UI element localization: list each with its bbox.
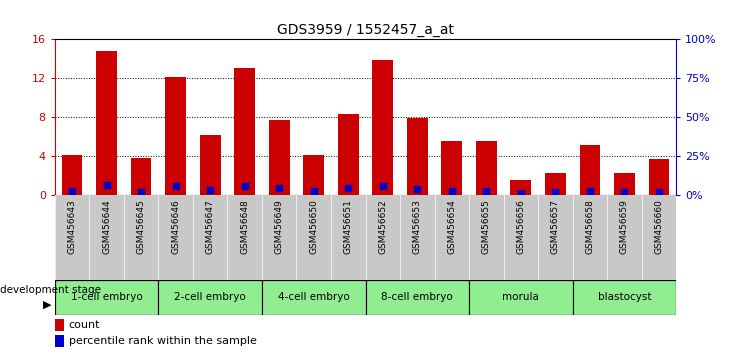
Bar [159, 280, 262, 315]
Text: GSM456658: GSM456658 [586, 199, 594, 254]
Point [515, 190, 526, 196]
Text: GSM456651: GSM456651 [344, 199, 353, 254]
Text: GSM456643: GSM456643 [67, 199, 77, 254]
Bar [55, 335, 64, 347]
Bar [96, 51, 117, 195]
Text: GSM456653: GSM456653 [413, 199, 422, 254]
Point [239, 183, 251, 189]
Point [584, 189, 596, 194]
Text: GSM456646: GSM456646 [171, 199, 180, 254]
Bar [262, 280, 366, 315]
Point [204, 187, 216, 193]
Bar [131, 158, 151, 195]
Bar [648, 159, 670, 195]
Text: GSM456647: GSM456647 [205, 199, 215, 254]
Bar [55, 319, 64, 331]
Point [170, 183, 181, 189]
Point [550, 189, 561, 194]
Text: GSM456659: GSM456659 [620, 199, 629, 254]
Text: 4-cell embryo: 4-cell embryo [278, 292, 349, 302]
Point [412, 187, 423, 192]
Bar [510, 180, 531, 195]
Bar [338, 114, 359, 195]
Point [67, 188, 78, 194]
Text: GSM456660: GSM456660 [654, 199, 664, 254]
Point [480, 188, 492, 194]
Text: GSM456654: GSM456654 [447, 199, 456, 254]
Bar [235, 68, 255, 195]
Bar [476, 141, 496, 195]
Bar [366, 280, 469, 315]
Text: ▶: ▶ [43, 299, 52, 309]
Bar [407, 118, 428, 195]
Bar [269, 120, 289, 195]
Text: morula: morula [502, 292, 539, 302]
Text: GSM456657: GSM456657 [551, 199, 560, 254]
Text: GSM456655: GSM456655 [482, 199, 491, 254]
Bar [545, 173, 566, 195]
Point [618, 189, 630, 195]
Text: GSM456644: GSM456644 [102, 199, 111, 253]
Text: GSM456645: GSM456645 [137, 199, 145, 254]
Text: 2-cell embryo: 2-cell embryo [174, 292, 246, 302]
Point [135, 189, 147, 194]
Text: GSM456652: GSM456652 [378, 199, 387, 254]
Text: count: count [69, 320, 100, 330]
Text: 1-cell embryo: 1-cell embryo [71, 292, 143, 302]
Bar [442, 141, 462, 195]
Bar [372, 61, 393, 195]
Point [101, 182, 113, 188]
Text: GSM456656: GSM456656 [516, 199, 526, 254]
Text: GSM456650: GSM456650 [309, 199, 318, 254]
Text: 8-cell embryo: 8-cell embryo [382, 292, 453, 302]
Bar [61, 155, 83, 195]
Point [273, 185, 285, 191]
Bar [200, 135, 221, 195]
Point [308, 188, 319, 194]
Text: GSM456649: GSM456649 [275, 199, 284, 254]
Point [653, 189, 664, 195]
Bar [614, 173, 635, 195]
Bar [580, 145, 600, 195]
Text: development stage: development stage [0, 285, 101, 295]
Bar [469, 280, 572, 315]
Bar [303, 155, 324, 195]
Bar [572, 280, 676, 315]
Point [342, 185, 354, 191]
Text: blastocyst: blastocyst [598, 292, 651, 302]
Title: GDS3959 / 1552457_a_at: GDS3959 / 1552457_a_at [277, 23, 454, 36]
Point [377, 183, 389, 188]
Text: percentile rank within the sample: percentile rank within the sample [69, 336, 257, 346]
Bar [55, 280, 159, 315]
Bar [165, 77, 186, 195]
Text: GSM456648: GSM456648 [240, 199, 249, 254]
Point [446, 188, 458, 194]
